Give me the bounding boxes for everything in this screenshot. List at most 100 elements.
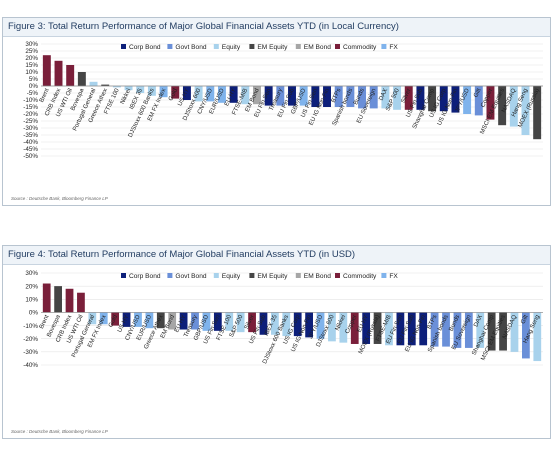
bar-gbp-usd (202, 312, 211, 331)
bar-crb-index (54, 60, 63, 86)
bar-us-hy (122, 312, 131, 327)
y-tick-label: 0% (29, 310, 39, 317)
bar-greece-athex (156, 312, 165, 329)
bar-spanish-bonds (346, 86, 355, 107)
bar-jpy-usd (463, 86, 472, 114)
bar-us-ig-corp (439, 86, 448, 112)
legend-swatch-commodity (335, 44, 340, 49)
bar-treasury (191, 312, 199, 330)
y-tick-label: -30% (23, 349, 38, 356)
bar-gold (171, 86, 180, 99)
y-tick-label: 10% (25, 69, 38, 76)
bar-us-fin-sub (259, 312, 268, 335)
bar-us-fin-sub (416, 86, 425, 110)
legend-swatch-fx (381, 273, 387, 278)
figure-4-title: Figure 4: Total Return Performance of Ma… (3, 246, 550, 265)
figure-3-chart: 30%25%20%15%10%5%0%-5%-10%-15%-20%-25%-3… (23, 41, 543, 160)
legend-label-fx: FX (389, 44, 398, 51)
bar-us-hy (182, 86, 191, 100)
bar-eur-usd (145, 312, 154, 329)
y-tick-label: -20% (23, 336, 38, 343)
y-tick-label: 10% (25, 296, 38, 303)
bar-gbp-usd (299, 86, 308, 106)
category-label: Gilt (519, 314, 529, 326)
y-tick-label: 20% (25, 55, 38, 62)
bar-eu-fin-sen (264, 86, 273, 106)
legend-swatch-em-bond (295, 273, 301, 278)
bar-cny-usd (206, 86, 215, 102)
bar-cny-usd (134, 312, 142, 327)
legend-swatch-em-equity (249, 273, 255, 278)
bar-sandp-500 (393, 86, 402, 110)
bar-gold (111, 312, 120, 326)
bar-ftse-100 (225, 312, 234, 331)
bar-eu-fin-sen (396, 312, 405, 346)
figure-3-source: Source : Deutsche Bank, Bloomberg Financ… (11, 196, 108, 201)
category-label: DAX (472, 314, 484, 328)
y-tick-label: -45% (23, 146, 38, 153)
legend-label-commodity: Commodity (343, 273, 377, 280)
bar-bunds (453, 312, 462, 348)
figure-4-chart: 30%20%10%0%-10%-20%-30%-40%BrentBovespaC… (23, 270, 543, 369)
bar-ibex-35 (271, 312, 279, 335)
bar-us-fin-sen (311, 86, 320, 107)
bar-silver (404, 86, 413, 110)
category-label: Gilt (472, 87, 482, 99)
figure-4-panel: Figure 4: Total Return Performance of Ma… (2, 245, 551, 439)
bar-sandp-500 (236, 312, 245, 333)
legend-swatch-fx (381, 44, 387, 49)
bar-eu-fin-sub (407, 312, 416, 346)
bar-ftse-mib (385, 312, 393, 346)
bar-djstoxx-600-banks (282, 312, 291, 337)
y-tick-label: 0% (29, 83, 39, 90)
y-tick-label: 25% (25, 48, 38, 55)
legend-swatch-commodity (335, 273, 340, 278)
legend-swatch-equity (213, 273, 219, 278)
y-tick-label: -5% (27, 90, 39, 97)
bar-gilt (474, 86, 483, 116)
legend-swatch-govt-bond (167, 273, 173, 278)
y-tick-label: -40% (23, 362, 38, 369)
legend-swatch-equity (213, 44, 219, 49)
bar-bunds (358, 86, 367, 109)
bar-us-wti-oil (66, 65, 75, 86)
bar-djstoxx-600-banks (147, 86, 156, 96)
bar-eu-ig-non-fin (419, 312, 428, 346)
bar-msci-em-equities (498, 86, 507, 126)
bar-us-ig-corp (293, 312, 302, 337)
legend-label-govt-bond: Govt Bond (175, 273, 206, 280)
y-tick-label: -10% (23, 97, 38, 104)
bar-nikkei (339, 312, 348, 343)
bar-us-wti-oil (77, 292, 85, 313)
y-tick-label: -10% (23, 323, 38, 330)
bar-gilt (522, 312, 530, 359)
y-tick-label: 15% (25, 62, 38, 69)
bar-treasury (276, 86, 285, 106)
bar-eu-hy (229, 86, 238, 103)
bar-moex-russia (373, 312, 382, 344)
bar-copper (486, 86, 495, 120)
bar-ibex-35 (136, 86, 145, 93)
legend-label-equity: Equity (222, 44, 241, 51)
y-tick-label: 30% (25, 270, 38, 277)
legend-label-govt-bond: Govt Bond (175, 44, 206, 51)
bar-crb-index (65, 288, 74, 313)
bar-djstoxx-600 (328, 312, 336, 342)
y-tick-label: -40% (23, 139, 38, 146)
category-label: DAX (378, 87, 390, 101)
bar-dax (381, 86, 390, 109)
bar-eur-usd (217, 86, 226, 103)
bar-eu-sovereign (369, 86, 378, 109)
legend-label-em-bond: EM Bond (304, 273, 331, 280)
legend-swatch-em-equity (249, 44, 255, 49)
bar-brent (42, 55, 51, 86)
bar-silver (248, 312, 256, 333)
bar-hang-seng (521, 86, 530, 135)
bar-us-ig-non-fin (451, 86, 460, 113)
bar-shanghai-comp (428, 86, 437, 112)
category-label: Gold (107, 314, 119, 329)
bar-eu-sovereign (464, 312, 473, 348)
bar-us-fin-sen (213, 312, 222, 331)
bar-msci-em-equities (499, 312, 507, 351)
legend-label-em-bond: EM Bond (304, 44, 331, 51)
